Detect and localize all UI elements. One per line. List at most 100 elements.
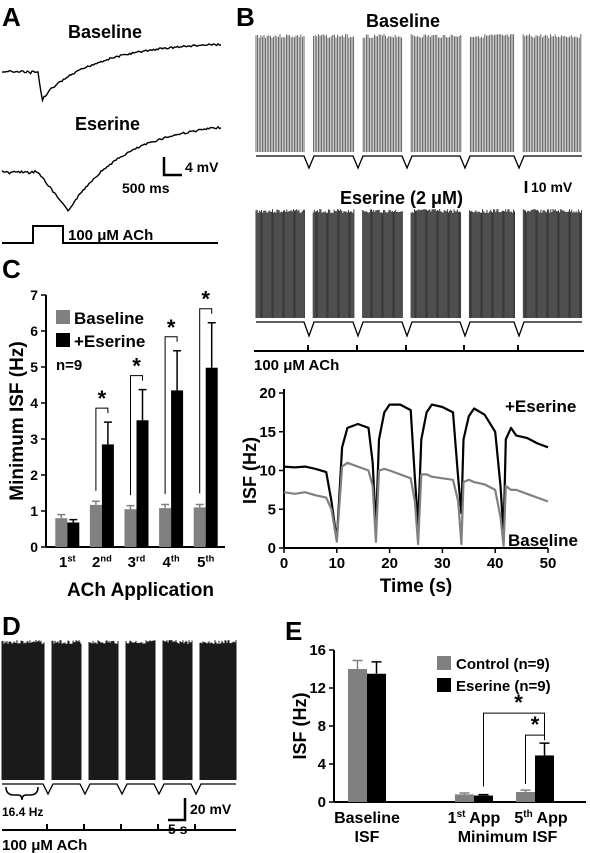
bar — [67, 522, 80, 547]
y-tick-label: 1 — [30, 503, 38, 519]
y-tick-label: 5 — [268, 501, 276, 518]
panel-a-eserine-trace — [1, 125, 222, 212]
x-tick-label: 3rd — [128, 553, 146, 571]
panel-c: C 0 1 2 3 4 5 6 7 Minimum ISF (Hz) 1st 2nd 3rd 4th 5t… — [2, 254, 225, 601]
error-bar — [478, 793, 489, 796]
panel-letter-e: E — [285, 616, 302, 646]
legend-swatch — [437, 678, 451, 692]
bar — [348, 669, 367, 802]
x-tick-label: 0 — [280, 555, 288, 572]
significance-bracket — [95, 407, 109, 491]
error-bar — [69, 518, 78, 523]
panel-d: D 16.4 Hz 20 mV 5 s 100 μM ACh — [1, 611, 237, 853]
error-bar — [459, 792, 470, 795]
panel-b-baseline-spikes — [255, 34, 582, 170]
significance-star: * — [531, 712, 540, 737]
bar — [193, 507, 206, 547]
error-bar — [91, 500, 100, 505]
error-bar — [173, 350, 182, 391]
x-tick-label: 4th — [163, 553, 180, 571]
bar — [136, 420, 149, 547]
panel-a-eserine-label: Eserine — [75, 114, 140, 134]
panel-e: E 0 4 8 12 16 ISF (Hz) * * Control (n=9) Eserine … — [285, 616, 586, 846]
panel-letter-b: B — [236, 2, 255, 32]
bar — [516, 792, 535, 802]
y-tick-label: 5 — [30, 359, 38, 375]
y-tick-label: 6 — [30, 323, 38, 339]
significance-star: * — [514, 690, 523, 715]
error-bar — [57, 513, 66, 519]
bar — [367, 673, 386, 802]
y-tick-label: 15 — [259, 424, 276, 441]
y-tick-label: 4 — [30, 395, 38, 411]
panel-d-scale-bar — [168, 798, 187, 822]
y-tick-label: 4 — [318, 756, 327, 773]
y-tick-label: 0 — [268, 540, 276, 557]
panel-b-eserine-spikes — [255, 209, 583, 338]
series-label-eserine: +Eserine — [505, 397, 576, 416]
panel-a-stim-trace — [2, 225, 218, 244]
significance-bracket — [164, 336, 178, 495]
legend-label: +Eserine — [74, 332, 145, 351]
x-tick-label: 40 — [487, 555, 504, 572]
error-bar — [539, 742, 550, 756]
panel-d-stim-trace — [2, 824, 236, 831]
panel-a-baseline-label: Baseline — [68, 22, 142, 42]
bar — [159, 508, 172, 547]
x-axis-label: ACh Application — [67, 580, 214, 601]
panel-letter-a: A — [2, 2, 21, 32]
panel-a-baseline-trace — [1, 42, 222, 103]
spike-bursts — [1, 640, 237, 780]
panel-a-scale-t: 500 ms — [122, 180, 170, 196]
bar — [535, 755, 554, 802]
error-bar — [195, 503, 204, 508]
error-bar — [207, 321, 216, 368]
legend-label: Control (n=9) — [456, 656, 550, 673]
significance-bracket — [525, 734, 545, 785]
significance-star: * — [167, 315, 176, 340]
membrane-baseline — [256, 155, 582, 170]
y-tick-label: 3 — [30, 431, 38, 447]
chart-b-isf: 0 5 10 15 20 0 10 20 30 40 50 ISF (Hz) Time (s) +Eser… — [240, 385, 578, 597]
error-bar — [371, 661, 382, 674]
error-bar — [138, 388, 147, 421]
panel-d-brace-label: 16.4 Hz — [2, 805, 43, 819]
legend-label: Eserine (n=9) — [456, 678, 551, 695]
y-tick-label: 7 — [30, 287, 38, 303]
panel-d-scale-v: 20 mV — [190, 801, 232, 817]
group-sub-label: 1st App — [448, 809, 501, 827]
y-axis-label: Minimum ISF (Hz) — [7, 341, 28, 500]
chart-c: 0 1 2 3 4 5 6 7 Minimum ISF (Hz) 1st 2nd 3rd 4th 5th *… — [7, 287, 225, 601]
significance-star: * — [201, 287, 210, 312]
x-tick-label: 20 — [381, 555, 398, 572]
x-axis-label: Time (s) — [380, 576, 453, 597]
panel-a-scale-v: 4 mV — [185, 159, 219, 175]
significance-star: * — [132, 354, 141, 379]
y-tick-label: 20 — [259, 385, 276, 402]
x-tick-label: 10 — [328, 555, 345, 572]
n-annotation: n=9 — [56, 357, 82, 374]
y-axis-label: ISF (Hz) — [240, 437, 260, 504]
panel-a-scale-bar — [162, 157, 182, 177]
bar — [171, 390, 184, 547]
legend-label: Baseline — [74, 309, 144, 328]
spike-bursts — [255, 34, 582, 152]
x-tick-label: 5th — [197, 553, 214, 571]
series-label-baseline: Baseline — [508, 531, 578, 550]
bar — [474, 795, 493, 802]
error-bar — [103, 421, 112, 445]
panel-d-stim-label: 100 μM ACh — [2, 837, 87, 853]
error-bar — [352, 659, 363, 669]
x-tick-label: 30 — [434, 555, 451, 572]
bar — [101, 444, 114, 547]
panel-a-stim-label: 100 μM ACh — [68, 227, 153, 244]
group-label: ISF — [355, 829, 380, 846]
y-tick-label: 8 — [318, 718, 326, 735]
bar — [55, 518, 68, 547]
y-tick-label: 16 — [309, 642, 326, 659]
x-tick-label: 2nd — [92, 553, 112, 571]
significance-star: * — [98, 386, 107, 411]
series-line — [283, 461, 549, 547]
panel-letter-c: C — [2, 254, 21, 284]
y-tick-label: 12 — [309, 680, 326, 697]
